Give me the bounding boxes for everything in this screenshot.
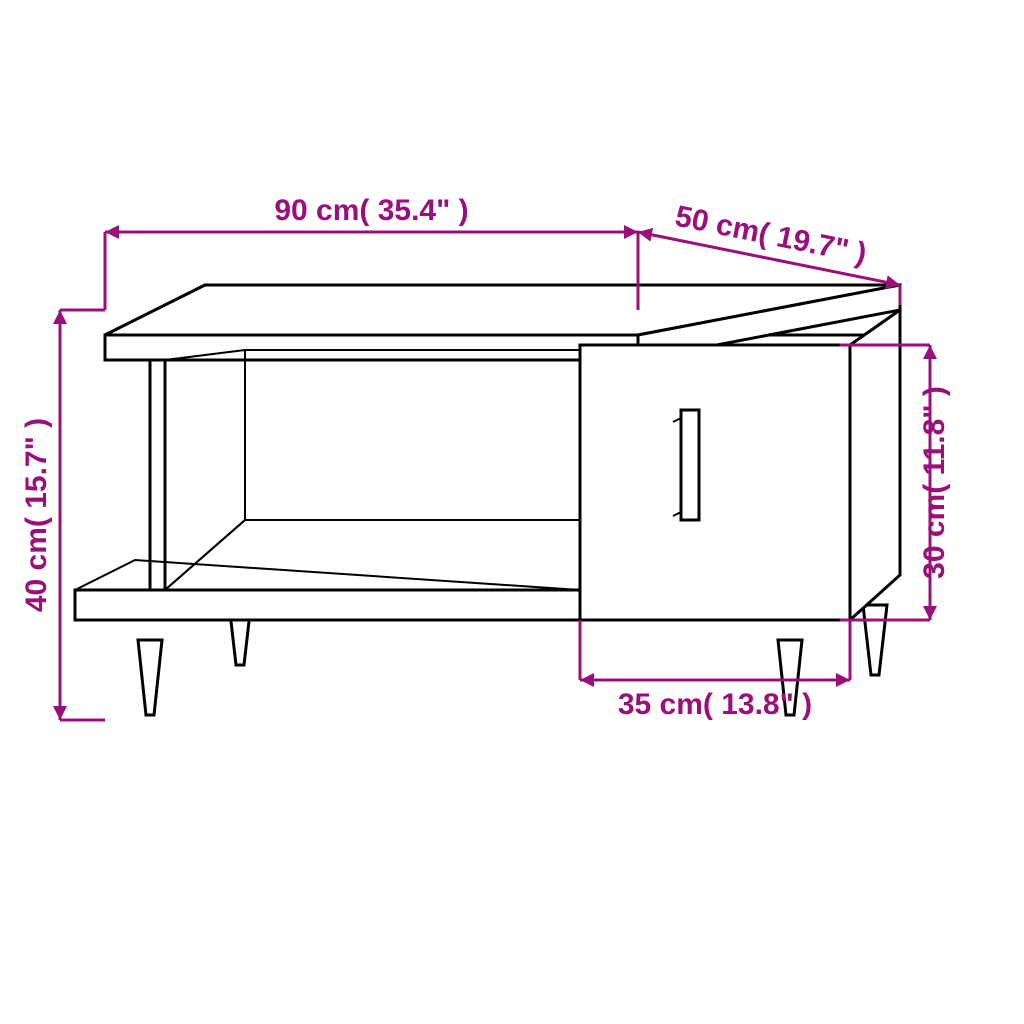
- svg-text:35 cm( 13.8" ): 35 cm( 13.8" ): [618, 688, 812, 721]
- cabinet-door: [580, 345, 850, 620]
- bottom-shelf-front: [75, 590, 580, 620]
- svg-text:90 cm( 35.4" ): 90 cm( 35.4" ): [274, 194, 468, 227]
- svg-text:30 cm( 11.8" ): 30 cm( 11.8" ): [918, 386, 951, 579]
- leg-0: [138, 640, 162, 715]
- door-handle: [681, 410, 699, 520]
- furniture-drawing: [75, 285, 900, 715]
- svg-text:40 cm( 15.7" ): 40 cm( 15.7" ): [20, 418, 53, 612]
- leg-3: [863, 605, 887, 675]
